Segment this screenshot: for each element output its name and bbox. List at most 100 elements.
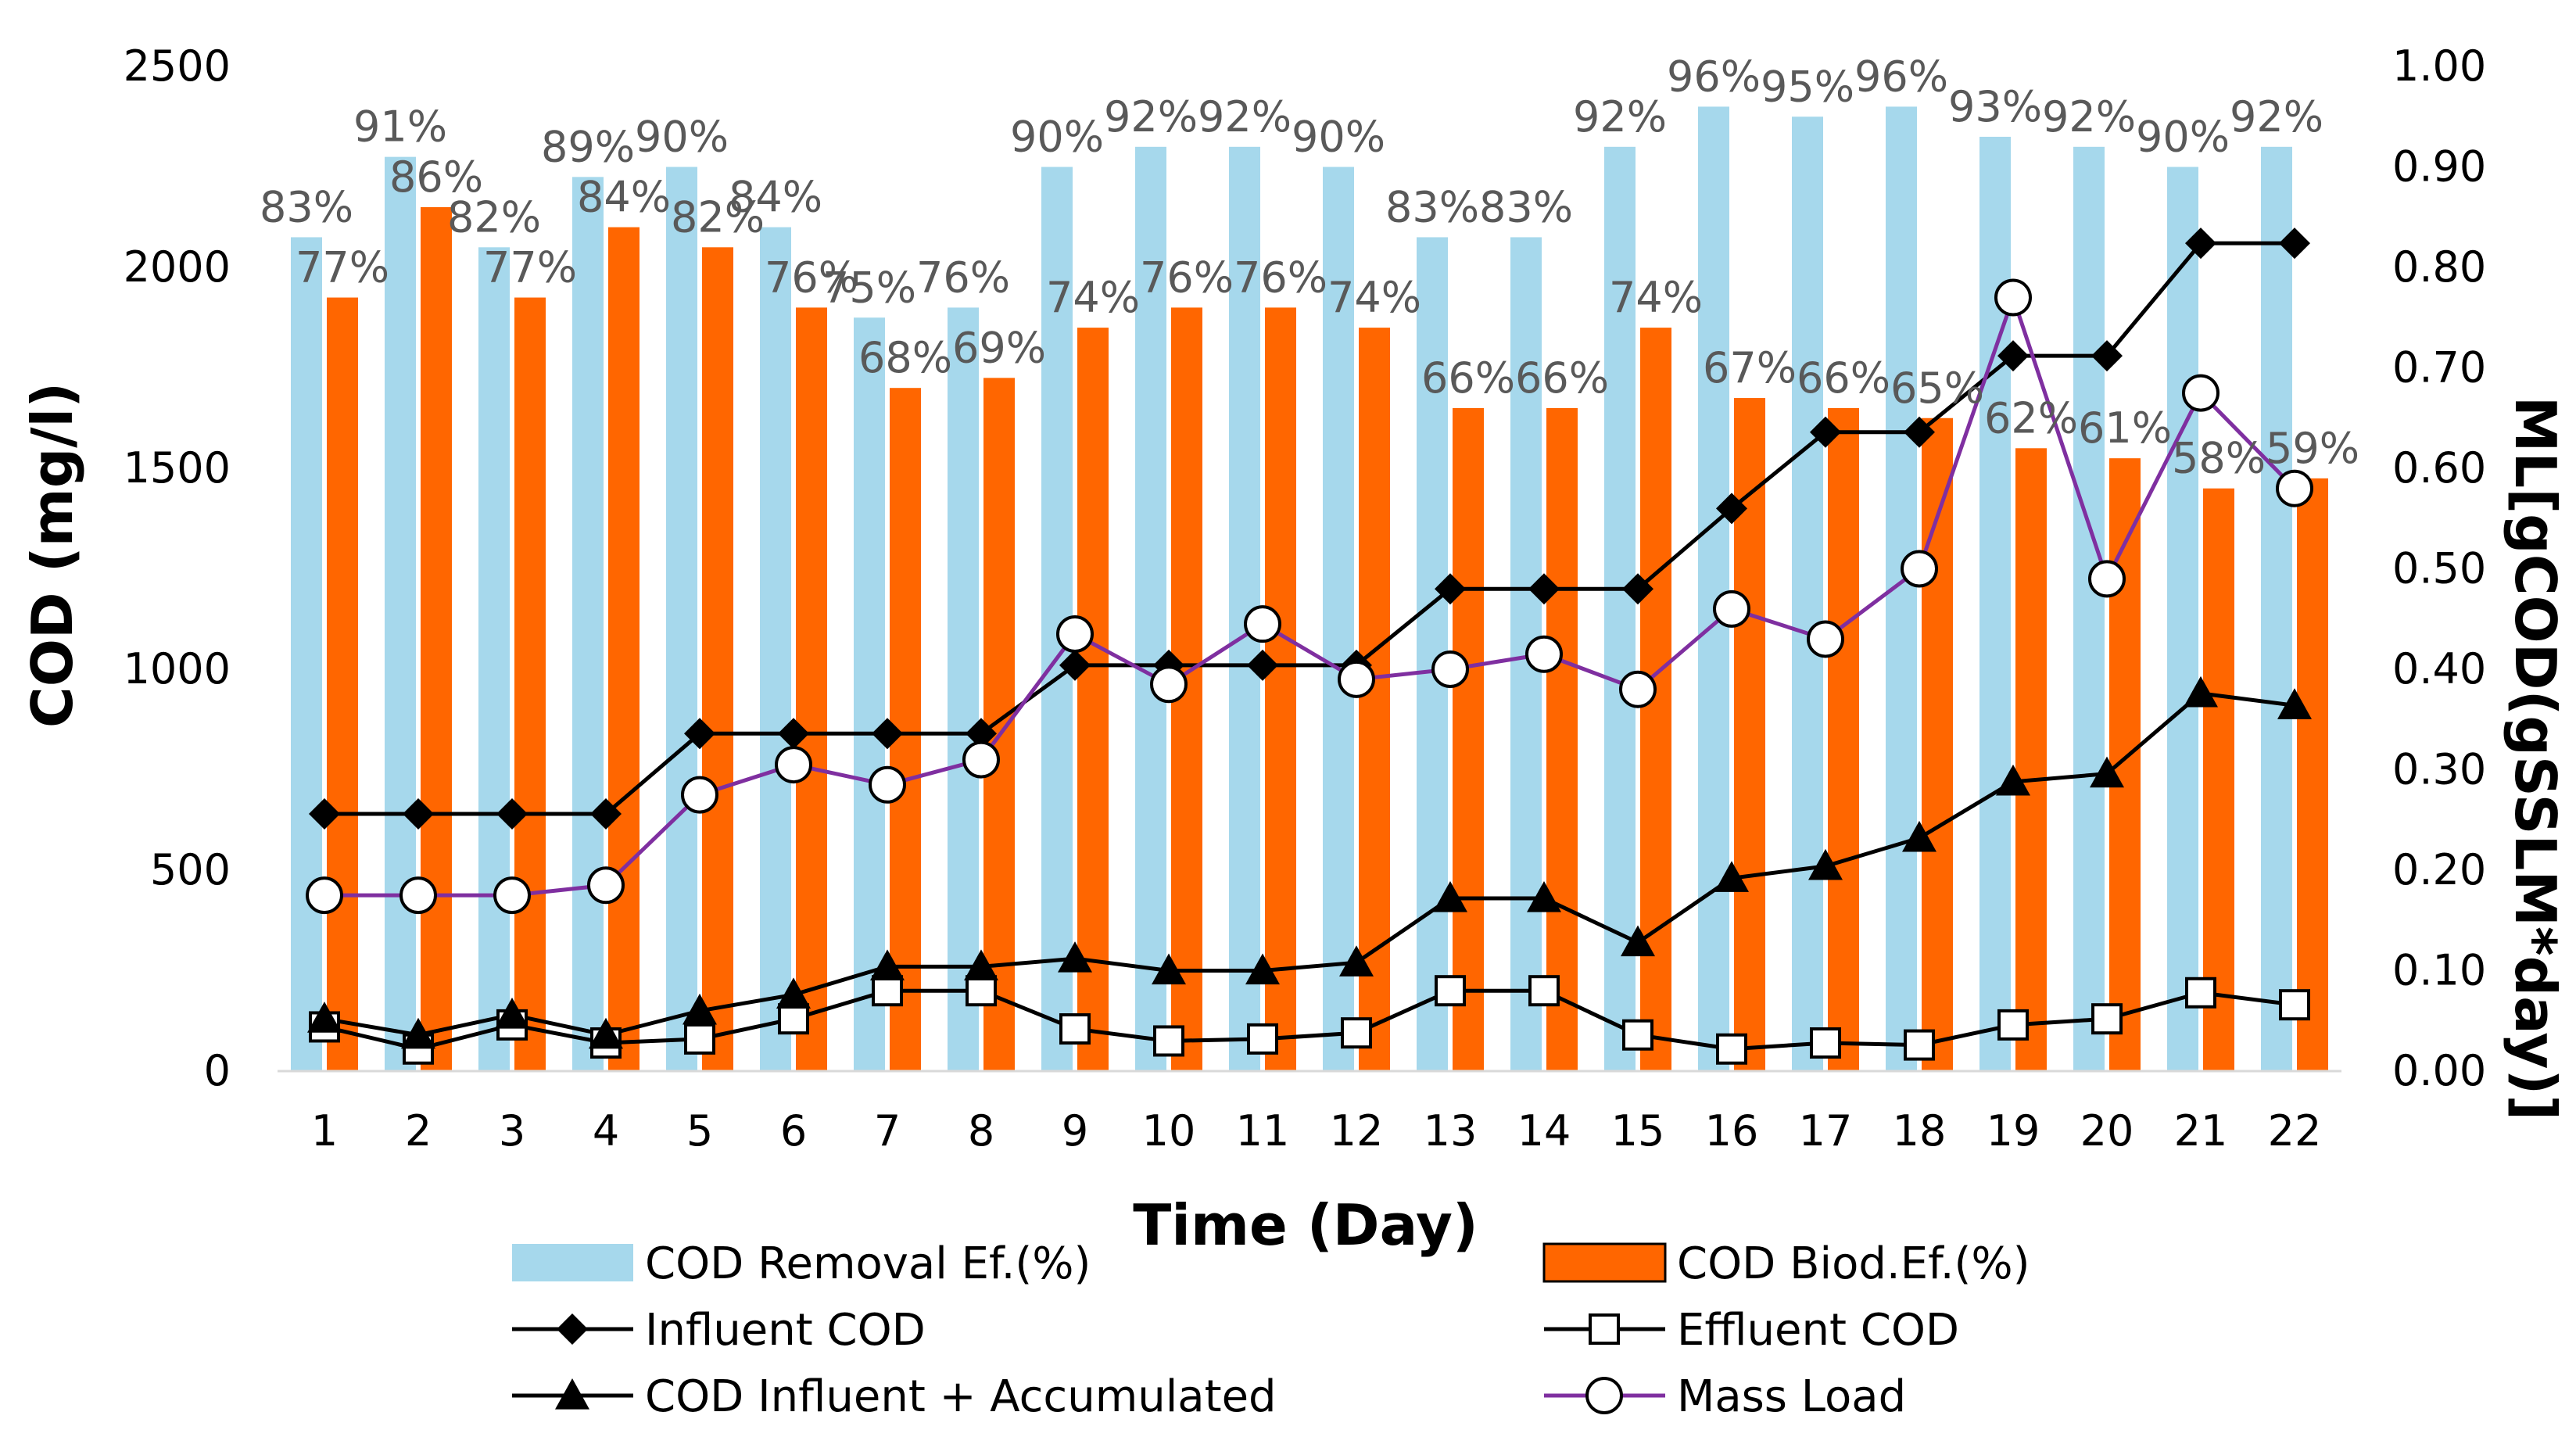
influent-cod-point: [1622, 573, 1653, 605]
x-tick-label: 19: [1987, 1106, 2040, 1156]
influent-accumulated-point: [2277, 688, 2312, 719]
mass-load-point: [306, 876, 343, 915]
biod-efficiency-label: 77%: [296, 243, 389, 292]
biod-efficiency-label: 69%: [952, 323, 1046, 372]
legend-marker: [1589, 1313, 1620, 1345]
mass-load-point: [2088, 560, 2126, 598]
y-tick-label-right: 0.00: [2392, 1046, 2486, 1095]
removal-efficiency-bar: [854, 317, 885, 1071]
effluent-cod-point: [1622, 1019, 1653, 1051]
influent-accumulated-point: [1058, 941, 1092, 973]
y-tick-label-right: 0.80: [2392, 242, 2486, 292]
effluent-cod-line: [324, 988, 2295, 1052]
removal-efficiency-label: 96%: [1854, 52, 1948, 101]
x-tick-label: 6: [780, 1106, 807, 1156]
legend-swatch: [512, 1244, 633, 1281]
mass-load-point: [775, 746, 812, 784]
mass-load-point: [1619, 670, 1657, 708]
biod-efficiency-bar: [514, 297, 546, 1071]
legend-marker: [557, 1313, 588, 1345]
x-tick-label: 22: [2268, 1106, 2322, 1156]
biod-efficiency-label: 86%: [389, 152, 483, 202]
biod-efficiency-label: 76%: [765, 253, 858, 302]
influent-cod-point: [1435, 573, 1466, 605]
removal-efficiency-label: 90%: [1292, 113, 1385, 162]
effluent-cod-point: [684, 1023, 715, 1055]
influent-accumulated-line: [324, 691, 2295, 1037]
influent-accumulated-point: [1808, 848, 1843, 880]
legend-label: Mass Load: [1677, 1371, 1906, 1422]
influent-cod-point: [1716, 493, 1747, 525]
removal-efficiency-label: 76%: [916, 253, 1010, 302]
data-label-layer: 83%91%82%89% 90%84%75% 76%90% 92% 92% 90%83% 8…: [260, 52, 2359, 482]
influent-accumulated-point: [1714, 861, 1749, 892]
biod-efficiency-label: 66%: [1515, 353, 1609, 403]
biod-efficiency-label: 74%: [1609, 273, 1703, 322]
effluent-cod-point: [1810, 1027, 1841, 1059]
influent-accumulated-point: [870, 949, 905, 980]
y-tick-label-left: 1000: [124, 644, 231, 693]
effluent-cod-point: [1341, 1017, 1372, 1049]
y-tick-label-right: 0.40: [2392, 644, 2486, 693]
x-tick-label: 1: [311, 1106, 338, 1156]
influent-accumulated-point: [1339, 945, 1374, 977]
y-tick-label-left: 2500: [124, 41, 231, 91]
legend-label: COD Influent + Accumulated: [645, 1371, 1277, 1422]
biod-efficiency-label: 77%: [483, 243, 577, 292]
mass-load-point: [1994, 278, 2032, 317]
legend-swatch: [1542, 1242, 1667, 1283]
mass-load-point: [2182, 374, 2220, 412]
influent-cod-point: [2185, 228, 2216, 260]
y-tick-label-right: 1.00: [2392, 41, 2486, 91]
x-tick-label: 14: [1517, 1106, 1571, 1156]
removal-efficiency-bar: [760, 227, 791, 1072]
effluent-cod-point: [1247, 1023, 1278, 1055]
removal-efficiency-label: 90%: [1010, 113, 1104, 162]
influent-cod-point: [1528, 573, 1560, 605]
line-layer: [306, 228, 2313, 1065]
removal-efficiency-bar: [572, 177, 604, 1072]
y-tick-label-right: 0.10: [2392, 946, 2486, 995]
x-tick-label: 10: [1142, 1106, 1196, 1156]
influent-cod-point: [309, 798, 340, 830]
mass-load-point: [1431, 650, 1469, 688]
legend-marker: [555, 1378, 589, 1410]
y-tick-label-right: 0.70: [2392, 343, 2486, 392]
effluent-cod-point: [1528, 975, 1560, 1007]
removal-efficiency-label: 90%: [2136, 113, 2230, 162]
removal-efficiency-label: 84%: [729, 173, 822, 222]
biod-efficiency-bar: [1077, 328, 1109, 1072]
mass-load-point: [493, 876, 531, 915]
biod-efficiency-label: 67%: [1703, 343, 1797, 392]
mass-load-point: [1056, 615, 1094, 654]
influent-accumulated-point: [1152, 953, 1186, 985]
biod-efficiency-bar: [2015, 448, 2047, 1071]
removal-efficiency-label: 75%: [822, 263, 916, 312]
legend-label: Influent COD: [645, 1305, 926, 1356]
influent-accumulated-point: [683, 993, 717, 1025]
influent-accumulated-point: [1996, 764, 2030, 796]
removal-efficiency-label: 83%: [1479, 182, 1573, 231]
x-axis-title: Time (Day): [1133, 1192, 1478, 1258]
biod-efficiency-bar: [1359, 328, 1390, 1072]
biod-efficiency-label: 58%: [2172, 434, 2266, 483]
effluent-cod-point: [2185, 977, 2216, 1009]
effluent-cod-point: [1153, 1025, 1184, 1057]
y-tick-label-right: 0.30: [2392, 745, 2486, 794]
removal-efficiency-bar: [1604, 146, 1636, 1071]
influent-accumulated-point: [401, 1017, 435, 1049]
y-axis-title-left: COD (mg/l): [20, 382, 85, 728]
removal-efficiency-label: 92%: [2230, 92, 2323, 142]
removal-efficiency-bar: [1979, 136, 2011, 1072]
influent-accumulated-point: [1433, 880, 1467, 912]
x-tick-label: 15: [1611, 1106, 1665, 1156]
removal-efficiency-label: 90%: [635, 113, 729, 162]
mass-load-point: [1713, 589, 1750, 628]
removal-efficiency-bar: [666, 167, 697, 1071]
biod-efficiency-label: 66%: [1421, 353, 1515, 403]
x-tick-label: 17: [1799, 1106, 1853, 1156]
legend: COD Removal Ef.(%) COD Biod.Ef.(%) Influen…: [512, 1238, 2030, 1422]
biod-efficiency-label: 62%: [1984, 393, 2078, 443]
removal-efficiency-bar: [478, 247, 510, 1071]
